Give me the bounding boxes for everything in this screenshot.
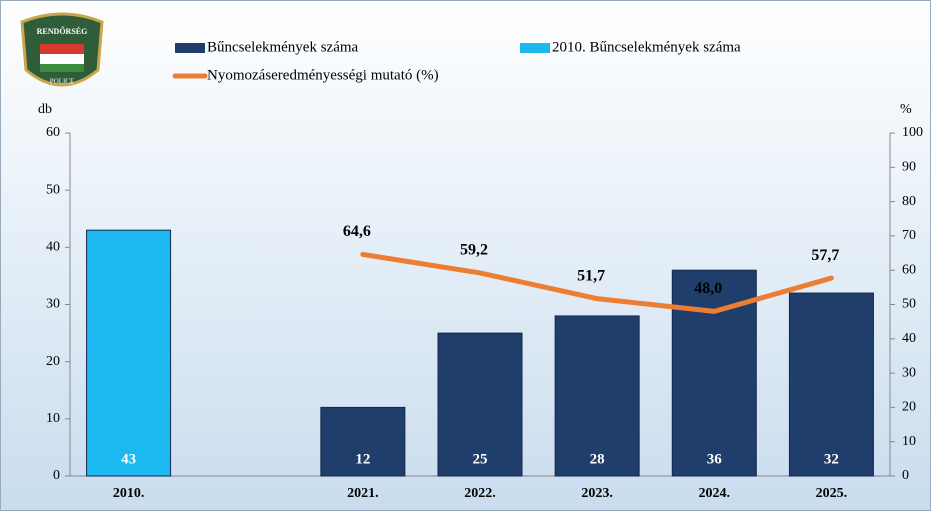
legend-swatch: [520, 43, 550, 53]
y-tick-label: 60: [46, 125, 60, 140]
logo-top: RENDŐRSÉG: [37, 26, 88, 36]
y2-tick-label: 30: [902, 365, 916, 380]
y2-tick-label: 70: [902, 228, 916, 243]
x-tick-label: 2022.: [464, 486, 496, 501]
bar: [86, 229, 172, 477]
y2-tick-label: 20: [902, 400, 916, 415]
x-tick-label: 2010.: [113, 486, 145, 501]
bar-value-label: 36: [707, 451, 723, 467]
y2-tick-label: 40: [902, 331, 916, 346]
y2-axis-label: %: [900, 102, 912, 117]
y2-tick-label: 100: [902, 125, 923, 140]
x-tick-label: 2021.: [347, 486, 379, 501]
x-tick-label: 2025.: [816, 486, 848, 501]
line-value-label: 51,7: [577, 267, 605, 284]
y2-tick-label: 60: [902, 262, 916, 277]
bar-value-label: 28: [590, 451, 605, 467]
logo: RENDŐRSÉG POLICE: [20, 12, 104, 87]
y2-tick-label: 0: [902, 468, 909, 483]
bar: [320, 406, 406, 477]
line-value-label: 48,0: [694, 280, 722, 297]
x-tick-label: 2023.: [581, 486, 613, 501]
bar: [788, 292, 874, 477]
legend-label: Nyomozáseredményességi mutató (%): [207, 67, 439, 83]
logo-bottom: POLICE: [50, 78, 75, 86]
y2-tick-label: 80: [902, 194, 916, 209]
y-tick-label: 30: [46, 297, 60, 312]
bar-value-label: 43: [121, 451, 136, 467]
x-tick-label: 2024.: [699, 486, 731, 501]
y-tick-label: 50: [46, 182, 60, 197]
y-tick-label: 10: [46, 411, 60, 426]
line-value-label: 57,7: [811, 247, 839, 264]
y-tick-label: 20: [46, 354, 60, 369]
y2-tick-label: 90: [902, 160, 916, 175]
legend-label: Bűncselekmények száma: [207, 39, 359, 55]
bar: [554, 315, 640, 477]
y2-tick-label: 50: [902, 297, 916, 312]
bar-value-label: 32: [824, 451, 839, 467]
y-tick-label: 0: [53, 468, 60, 483]
legend-swatch: [175, 43, 205, 53]
line-value-label: 64,6: [343, 223, 371, 240]
y2-tick-label: 10: [902, 434, 916, 449]
bar-value-label: 12: [355, 451, 370, 467]
y-tick-label: 40: [46, 240, 60, 255]
bar: [437, 332, 523, 477]
line-value-label: 59,2: [460, 242, 488, 259]
line: [360, 251, 834, 314]
legend-label: 2010. Bűncselekmények száma: [552, 39, 741, 55]
bar-value-label: 25: [473, 451, 488, 467]
y-axis-label: db: [38, 102, 52, 117]
